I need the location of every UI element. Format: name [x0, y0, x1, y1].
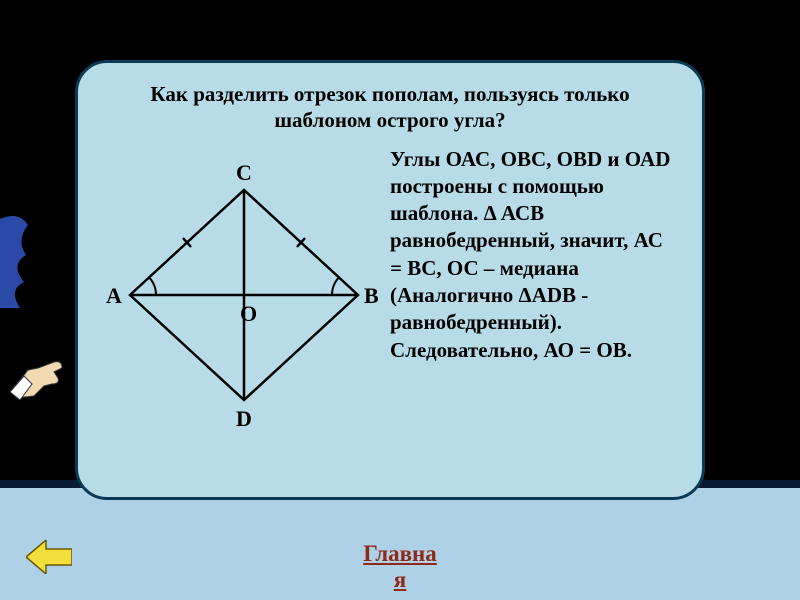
question-text: Как разделить отрезок пополам, пользуясь… [100, 81, 680, 134]
back-arrow-button[interactable] [26, 540, 72, 574]
back-arrow-icon [26, 540, 72, 574]
geometry-diagram: A B C D O [100, 140, 390, 450]
explanation-text: Углы ОАС, ОВС, ОВD и ОАD построены с пом… [390, 140, 680, 364]
content-panel: Как разделить отрезок пополам, пользуясь… [75, 60, 705, 500]
label-C: C [236, 160, 252, 186]
ribbon-shape [0, 216, 28, 308]
pointing-hand-icon [10, 340, 70, 400]
diagram-svg [100, 140, 390, 450]
main-link[interactable]: Главна я [0, 541, 800, 592]
ribbon-decoration [0, 210, 38, 310]
label-O: O [240, 301, 257, 327]
label-B: B [364, 283, 379, 309]
question-line2: шаблоном острого угла? [274, 108, 505, 132]
label-D: D [236, 406, 252, 432]
diagram-group [130, 190, 358, 400]
content-row: A B C D O Углы ОАС, ОВС, ОВD и ОАD постр… [100, 140, 680, 450]
main-link-line1: Главна [363, 541, 437, 566]
question-line1: Как разделить отрезок пополам, пользуясь… [150, 82, 629, 106]
label-A: A [106, 283, 122, 309]
main-link-line2: я [394, 567, 406, 592]
slide-stage: Как разделить отрезок пополам, пользуясь… [0, 0, 800, 600]
